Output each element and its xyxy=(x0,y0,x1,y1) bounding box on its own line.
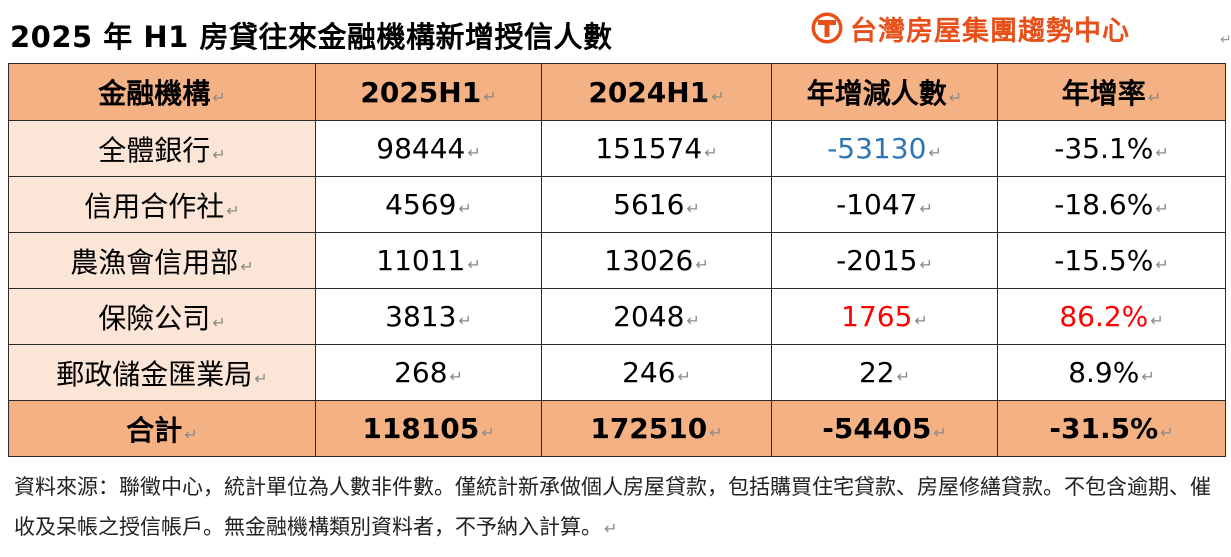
cell-change: 22 ↵ xyxy=(771,344,998,401)
cell-2025h1: 118105 ↵ xyxy=(315,400,542,457)
title-bar: 2025 年 H1 房貸往來金融機構新增授信人數 台灣房屋集團趨勢中心 ↵ xyxy=(10,6,1231,60)
cell-name: 信用合作社 ↵ xyxy=(8,176,316,233)
lending-table: 金融機構 ↵ 2025H1 ↵ 2024H1 ↵ 年增減人數 ↵ 年增率 ↵ 全體銀行 ↵ … xyxy=(8,63,1226,457)
cell-2024h1: 246 ↵ xyxy=(541,344,772,401)
cell-change: -53130 ↵ xyxy=(771,120,998,177)
cell-name: 保險公司 ↵ xyxy=(8,288,316,345)
cell-2024h1: 5616 ↵ xyxy=(541,176,772,233)
cell-2025h1: 3813 ↵ xyxy=(315,288,542,345)
logo-t-icon xyxy=(811,12,843,44)
header-change: 年增減人數 ↵ xyxy=(771,63,998,121)
cell-rate: -15.5% ↵ xyxy=(997,232,1226,289)
header-institution: 金融機構 ↵ xyxy=(8,63,316,121)
table-row: 全體銀行 ↵ 98444 ↵ 151574 ↵ -53130 ↵ -35.1% ↵ xyxy=(8,120,1226,177)
table-row: 信用合作社 ↵ 4569 ↵ 5616 ↵ -1047 ↵ -18.6% ↵ xyxy=(8,176,1226,233)
cell-2024h1: 2048 ↵ xyxy=(541,288,772,345)
cell-name: 農漁會信用部 ↵ xyxy=(8,232,316,289)
table-row: 保險公司 ↵ 3813 ↵ 2048 ↵ 1765 ↵ 86.2% ↵ xyxy=(8,288,1226,345)
cell-change: 1765 ↵ xyxy=(771,288,998,345)
table-row: 農漁會信用部 ↵ 11011 ↵ 13026 ↵ -2015 ↵ -15.5% ↵ xyxy=(8,232,1226,289)
cell-rate: 8.9% ↵ xyxy=(997,344,1226,401)
cell-2024h1: 13026 ↵ xyxy=(541,232,772,289)
source-note: 資料來源：聯徵中心，統計單位為人數非件數。僅統計新承做個人房屋貸款，包括購買住宅… xyxy=(14,475,1211,539)
cell-2025h1: 268 ↵ xyxy=(315,344,542,401)
cell-rate: -18.6% ↵ xyxy=(997,176,1226,233)
brand-logo: 台灣房屋集團趨勢中心 xyxy=(810,8,1130,48)
cell-name: 郵政儲金匯業局 ↵ xyxy=(8,344,316,401)
page-title: 2025 年 H1 房貸往來金融機構新增授信人數 xyxy=(10,20,613,54)
table-total-row: 合計 ↵ 118105 ↵ 172510 ↵ -54405 ↵ -31.5% ↵ xyxy=(8,400,1226,457)
cell-2025h1: 98444 ↵ xyxy=(315,120,542,177)
cell-change: -2015 ↵ xyxy=(771,232,998,289)
logo-text: 台灣房屋集團趨勢中心 xyxy=(850,15,1130,47)
header-rate: 年增率 ↵ xyxy=(997,63,1226,121)
cell-name: 合計 ↵ xyxy=(8,400,316,457)
cell-2025h1: 4569 ↵ xyxy=(315,176,542,233)
header-2024h1: 2024H1 ↵ xyxy=(541,63,772,121)
cell-2024h1: 151574 ↵ xyxy=(541,120,772,177)
table-header-row: 金融機構 ↵ 2025H1 ↵ 2024H1 ↵ 年增減人數 ↵ 年增率 ↵ xyxy=(8,63,1226,121)
cell-rate: -35.1% ↵ xyxy=(997,120,1226,177)
cell-change: -54405 ↵ xyxy=(771,400,998,457)
header-2025h1: 2025H1 ↵ xyxy=(315,63,542,121)
table-row: 郵政儲金匯業局 ↵ 268 ↵ 246 ↵ 22 ↵ 8.9% ↵ xyxy=(8,344,1226,401)
cell-rate: -31.5% ↵ xyxy=(997,400,1226,457)
cell-2025h1: 11011 ↵ xyxy=(315,232,542,289)
cell-2024h1: 172510 ↵ xyxy=(541,400,772,457)
cell-name: 全體銀行 ↵ xyxy=(8,120,316,177)
cell-rate: 86.2% ↵ xyxy=(997,288,1226,345)
paragraph-mark-icon: ↵ xyxy=(1220,32,1231,48)
cell-change: -1047 ↵ xyxy=(771,176,998,233)
